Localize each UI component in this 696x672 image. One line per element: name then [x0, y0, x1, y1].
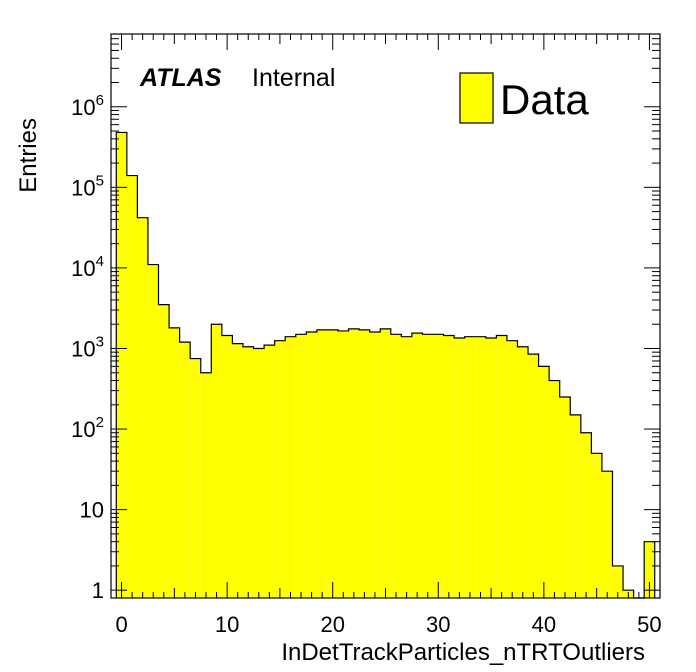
histogram-bin [242, 346, 254, 598]
y-tick-label: 102 [71, 414, 104, 442]
histogram-bin [411, 333, 423, 598]
x-axis-title: InDetTrackParticles_nTRTOutliers [281, 639, 645, 666]
legend-label-data: Data [500, 76, 589, 123]
histogram-bin [295, 334, 307, 598]
x-tick-label: 20 [320, 612, 344, 637]
y-tick-label: 10 [80, 498, 104, 523]
x-tick-label: 0 [115, 612, 127, 637]
histogram-outline [115, 131, 656, 599]
histogram-bin [211, 324, 222, 598]
x-tick-label: 10 [215, 612, 239, 637]
histogram-bin [485, 337, 497, 598]
histogram-bin [422, 334, 434, 598]
histogram-bin [306, 332, 317, 598]
legend-swatch-data [459, 72, 494, 124]
y-tick-label: 104 [71, 253, 104, 281]
y-axis-title: Entries [15, 118, 42, 193]
histogram-bin [433, 334, 444, 598]
histogram-bin [137, 217, 148, 598]
x-tick-labels: 0 10 20 30 40 50 [115, 612, 661, 637]
histogram-bin [369, 332, 381, 598]
histogram-bin [591, 453, 602, 598]
histogram-bin [464, 336, 476, 598]
histogram-bin [169, 327, 180, 598]
histogram-bin [390, 334, 402, 598]
x-tick-label: 40 [532, 612, 556, 637]
histogram-bin [475, 336, 486, 598]
y-tick-label: 1 [92, 578, 104, 603]
histogram-bin [327, 329, 338, 598]
y-tick-label: 106 [71, 92, 104, 120]
histogram-bin [644, 541, 655, 598]
histogram-bin [316, 329, 328, 598]
x-tick-label: 30 [426, 612, 450, 637]
histogram-bin [116, 132, 127, 598]
histogram-bin [359, 329, 370, 598]
histogram-bin [158, 304, 170, 598]
histogram-bin [580, 432, 592, 598]
histogram-bars [115, 131, 656, 599]
histogram-bin [126, 175, 138, 598]
histogram-bin [517, 346, 529, 598]
histogram-bin [190, 358, 201, 598]
histogram-bin [147, 264, 159, 598]
histogram-bin [337, 330, 349, 598]
y-tick-label: 105 [71, 172, 104, 200]
atlas-label: ATLAS [139, 64, 222, 92]
histogram-bin [601, 471, 613, 598]
histogram-bin [274, 340, 286, 598]
internal-label: Internal [252, 64, 335, 92]
histogram-bin [264, 345, 275, 598]
histogram-bin [401, 336, 412, 598]
histogram-bin [570, 414, 581, 598]
y-tick-label: 103 [71, 334, 104, 362]
x-tick-label: 50 [637, 612, 661, 637]
histogram-bin [253, 348, 265, 598]
histogram-bin [528, 354, 539, 598]
histogram-bin [549, 380, 560, 598]
axis-ticks [111, 33, 660, 598]
histogram-bin [348, 328, 360, 598]
histogram-bin [443, 335, 455, 598]
histogram-bin [285, 336, 296, 598]
y-tick-labels: 1 10 102 103 104 105 106 [71, 92, 104, 603]
histogram-bin [232, 343, 243, 598]
histogram-bin [559, 396, 571, 598]
histogram-bin [612, 565, 624, 598]
histogram-bin [506, 340, 518, 598]
histogram-bin [454, 337, 465, 598]
histogram-bin [179, 342, 191, 598]
histogram-bin [200, 372, 212, 598]
histogram-bin [496, 335, 507, 598]
histogram-bin [380, 328, 391, 598]
histogram-bin [538, 366, 550, 598]
histogram-bin [221, 335, 233, 598]
